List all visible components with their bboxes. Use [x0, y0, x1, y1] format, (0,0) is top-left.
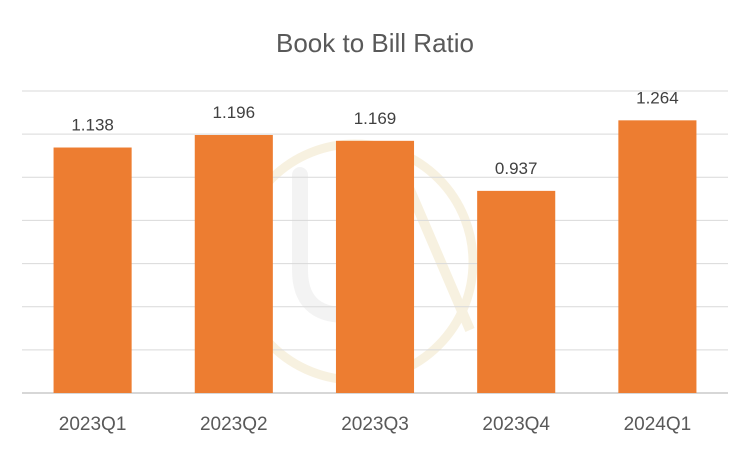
- bar-2023q1: [53, 147, 132, 393]
- bar-2024q1: [618, 120, 697, 393]
- chart-title: Book to Bill Ratio: [276, 28, 474, 58]
- data-label: 0.937: [495, 159, 538, 178]
- data-label: 1.169: [354, 109, 397, 128]
- data-labels: 1.138 1.196 1.169 0.937 1.264: [71, 88, 678, 178]
- bar-2023q3: [335, 140, 415, 393]
- bars: [53, 120, 697, 393]
- x-axis-tick-labels: 2023Q1 2023Q2 2023Q3 2023Q4 2024Q1: [59, 414, 691, 435]
- x-tick-label: 2024Q1: [624, 414, 692, 435]
- x-tick-label: 2023Q1: [59, 414, 127, 435]
- data-label: 1.138: [71, 116, 114, 135]
- data-label: 1.196: [213, 103, 256, 122]
- data-label: 1.264: [636, 88, 679, 107]
- x-tick-label: 2023Q2: [200, 414, 268, 435]
- gridlines: [22, 90, 728, 394]
- bar-2023q4: [477, 190, 556, 393]
- x-tick-label: 2023Q3: [341, 414, 409, 435]
- x-tick-label: 2023Q4: [482, 414, 550, 435]
- bar-2023q2: [194, 135, 273, 393]
